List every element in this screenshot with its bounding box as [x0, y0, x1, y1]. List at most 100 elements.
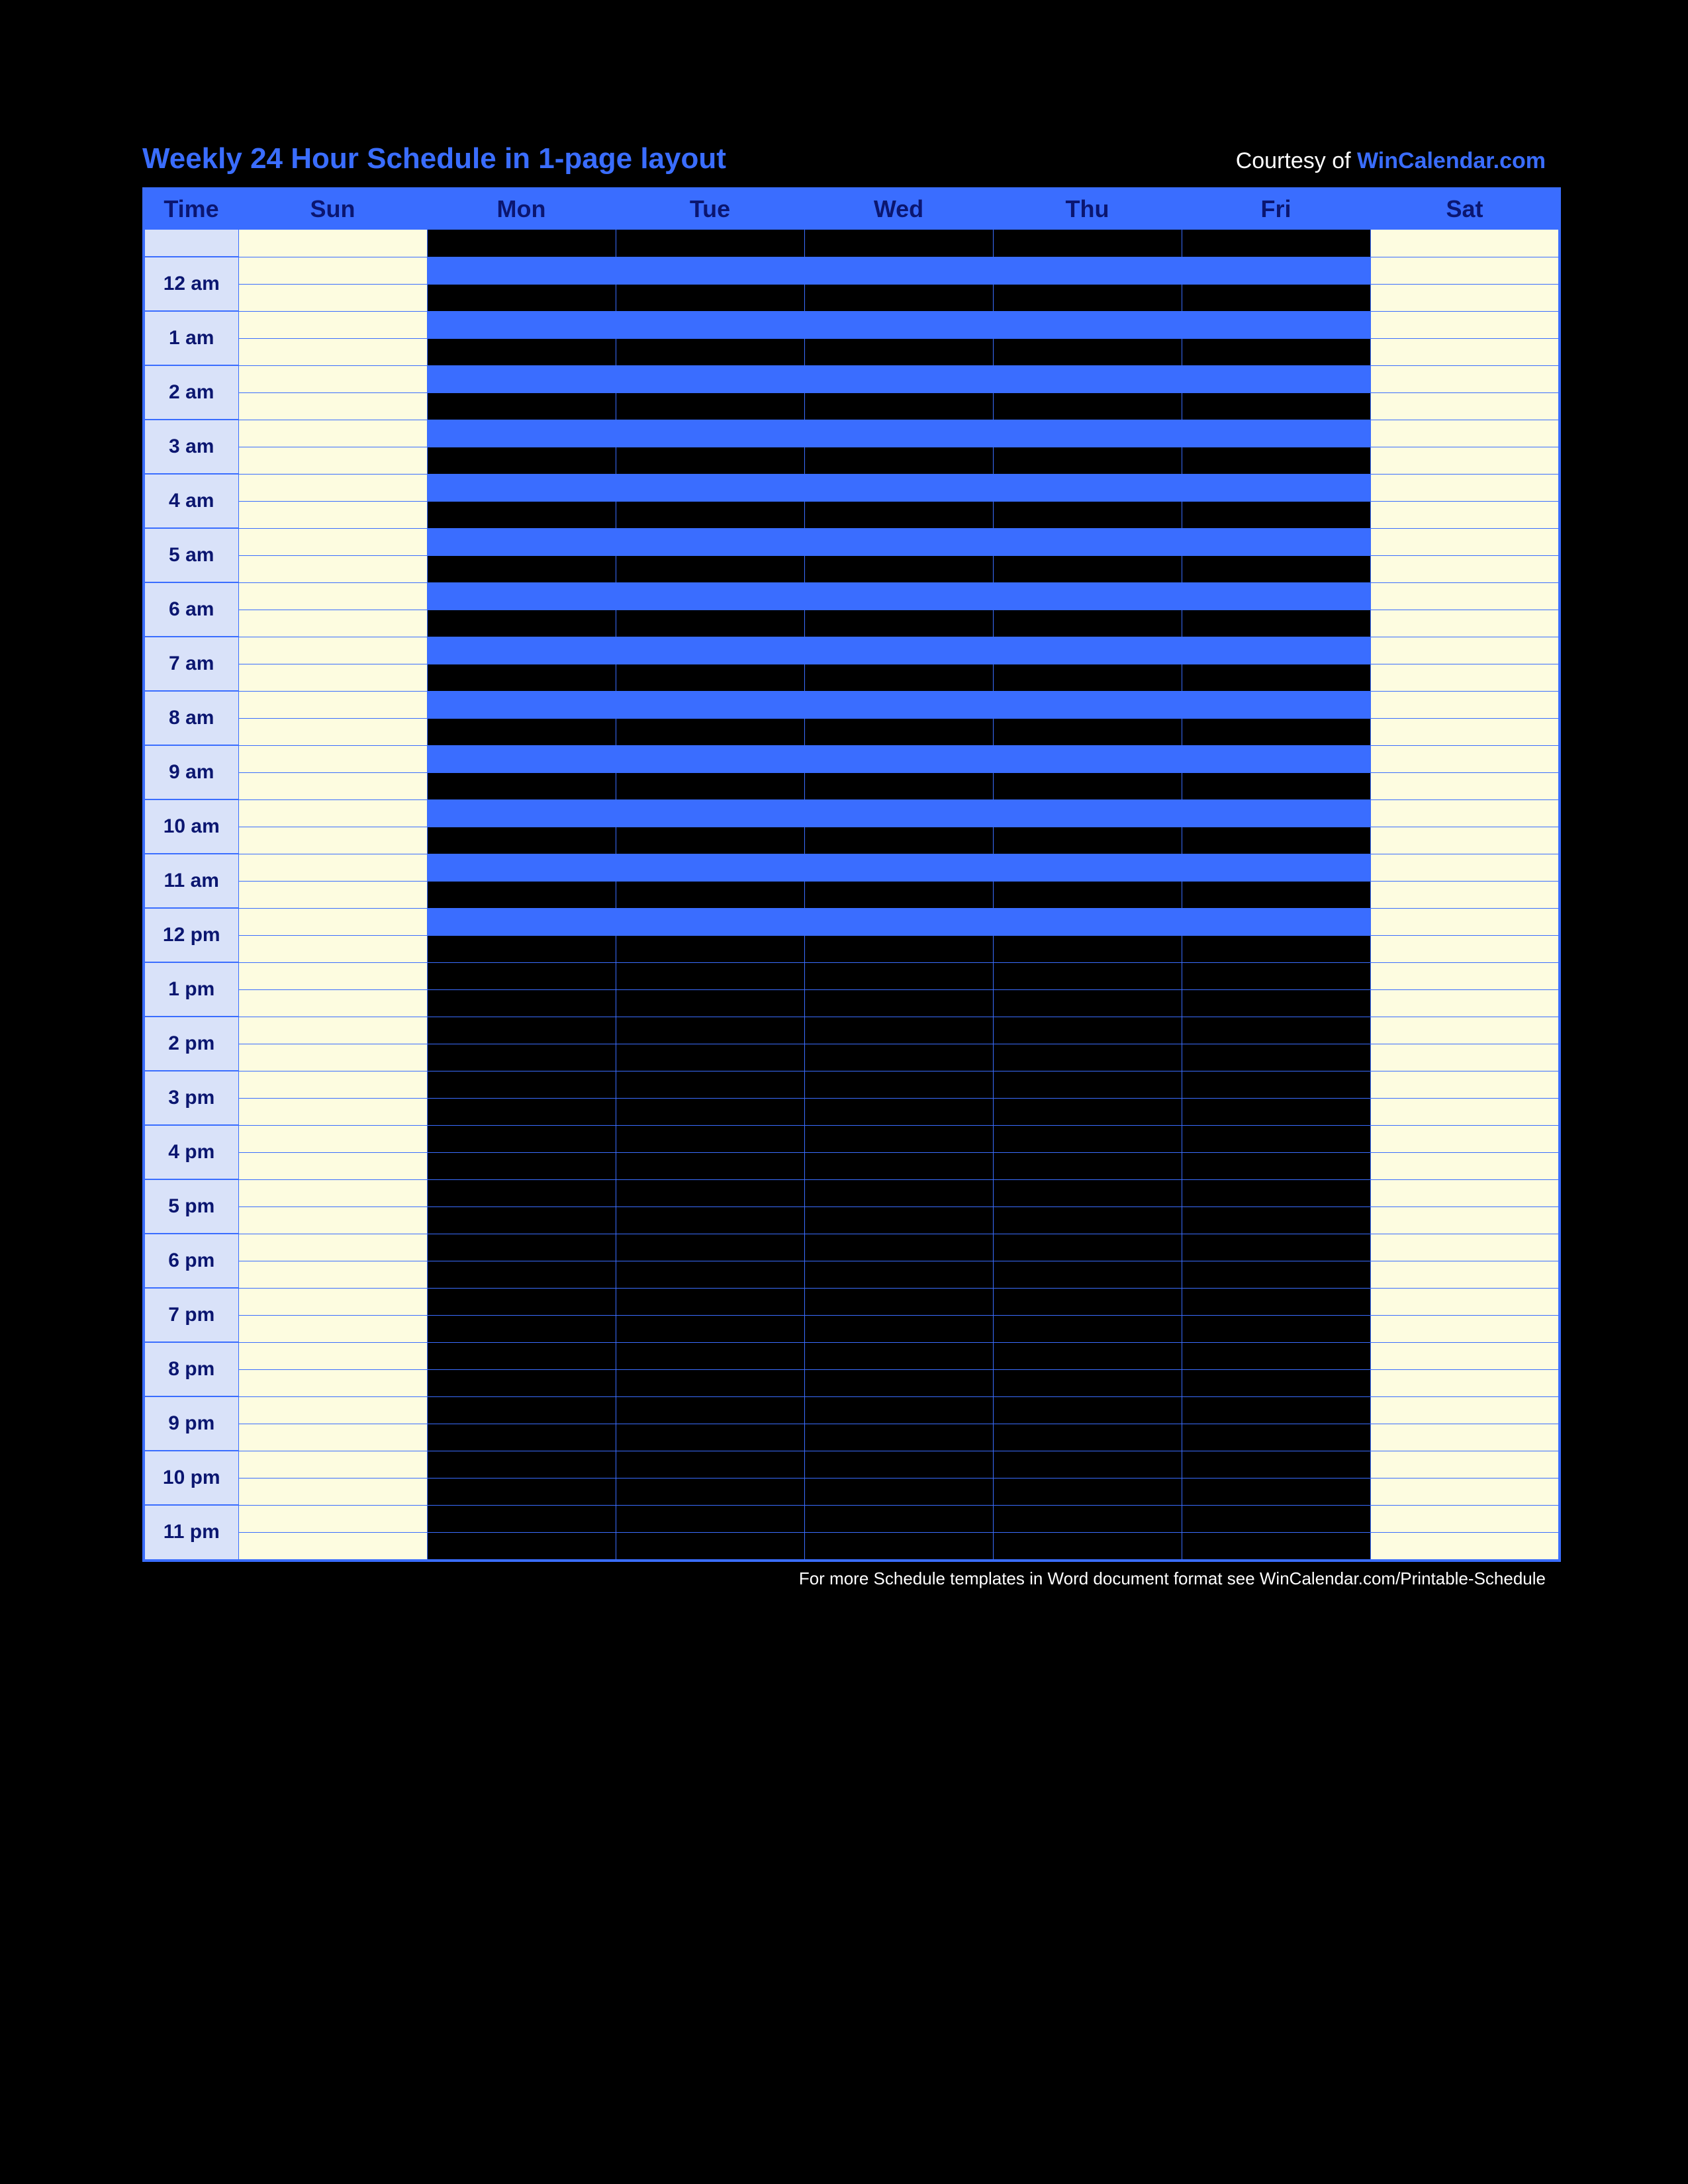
cell[interactable] [616, 420, 804, 447]
cell[interactable] [616, 365, 804, 392]
cell[interactable] [427, 664, 616, 691]
cell[interactable] [616, 772, 804, 799]
cell[interactable] [616, 1125, 804, 1152]
cell[interactable] [427, 772, 616, 799]
cell[interactable] [1182, 447, 1370, 474]
cell[interactable] [1182, 1261, 1370, 1288]
cell[interactable] [616, 718, 804, 745]
cell[interactable] [1182, 311, 1370, 338]
cell[interactable] [238, 1315, 427, 1342]
cell[interactable] [993, 1288, 1182, 1315]
cell[interactable] [1370, 1342, 1560, 1369]
cell[interactable] [616, 1234, 804, 1261]
cell[interactable] [804, 257, 993, 284]
cell[interactable] [238, 501, 427, 528]
cell[interactable] [993, 528, 1182, 555]
cell[interactable] [427, 1396, 616, 1424]
cell[interactable] [427, 474, 616, 501]
cell[interactable] [804, 1478, 993, 1505]
cell[interactable] [1182, 257, 1370, 284]
cell[interactable] [427, 447, 616, 474]
cell[interactable] [993, 637, 1182, 664]
cell[interactable] [993, 854, 1182, 881]
cell[interactable] [1370, 664, 1560, 691]
cell[interactable] [1370, 1396, 1560, 1424]
cell[interactable] [427, 420, 616, 447]
cell[interactable] [427, 1315, 616, 1342]
cell[interactable] [427, 365, 616, 392]
cell[interactable] [1182, 962, 1370, 989]
cell[interactable] [993, 1017, 1182, 1044]
cell[interactable] [238, 555, 427, 582]
cell[interactable] [993, 962, 1182, 989]
cell[interactable] [993, 1125, 1182, 1152]
cell[interactable] [993, 1071, 1182, 1098]
cell[interactable] [1182, 474, 1370, 501]
cell[interactable] [238, 1234, 427, 1261]
cell[interactable] [427, 827, 616, 854]
cell[interactable] [238, 1098, 427, 1125]
cell[interactable] [1370, 229, 1560, 257]
cell[interactable] [1182, 989, 1370, 1017]
cell[interactable] [1370, 1478, 1560, 1505]
cell[interactable] [427, 582, 616, 610]
cell[interactable] [427, 691, 616, 718]
cell[interactable] [616, 854, 804, 881]
cell[interactable] [1370, 935, 1560, 962]
cell[interactable] [993, 1261, 1182, 1288]
cell[interactable] [804, 610, 993, 637]
cell[interactable] [1182, 745, 1370, 772]
cell[interactable] [427, 637, 616, 664]
cell[interactable] [616, 311, 804, 338]
cell[interactable] [427, 989, 616, 1017]
cell[interactable] [1182, 338, 1370, 365]
cell[interactable] [1370, 338, 1560, 365]
cell[interactable] [616, 1152, 804, 1179]
cell[interactable] [1370, 637, 1560, 664]
cell[interactable] [1370, 1451, 1560, 1478]
cell[interactable] [238, 610, 427, 637]
cell[interactable] [427, 1342, 616, 1369]
cell[interactable] [1182, 1017, 1370, 1044]
cell[interactable] [804, 582, 993, 610]
cell[interactable] [1370, 1098, 1560, 1125]
cell[interactable] [804, 501, 993, 528]
cell[interactable] [1370, 772, 1560, 799]
cell[interactable] [238, 799, 427, 827]
cell[interactable] [993, 229, 1182, 257]
cell[interactable] [238, 1179, 427, 1206]
cell[interactable] [616, 691, 804, 718]
cell[interactable] [616, 1288, 804, 1315]
cell[interactable] [993, 1396, 1182, 1424]
cell[interactable] [804, 528, 993, 555]
cell[interactable] [804, 1396, 993, 1424]
cell[interactable] [804, 881, 993, 908]
cell[interactable] [238, 935, 427, 962]
cell[interactable] [427, 257, 616, 284]
cell[interactable] [238, 338, 427, 365]
cell[interactable] [427, 799, 616, 827]
cell[interactable] [804, 637, 993, 664]
cell[interactable] [616, 1505, 804, 1532]
cell[interactable] [238, 284, 427, 311]
cell[interactable] [238, 1044, 427, 1071]
cell[interactable] [238, 1288, 427, 1315]
cell[interactable] [1370, 284, 1560, 311]
cell[interactable] [1182, 881, 1370, 908]
courtesy-link[interactable]: WinCalendar.com [1357, 148, 1546, 173]
cell[interactable] [993, 799, 1182, 827]
cell[interactable] [616, 257, 804, 284]
cell[interactable] [1370, 881, 1560, 908]
cell[interactable] [993, 1206, 1182, 1234]
cell[interactable] [1370, 528, 1560, 555]
cell[interactable] [616, 229, 804, 257]
cell[interactable] [238, 854, 427, 881]
cell[interactable] [993, 392, 1182, 420]
cell[interactable] [993, 582, 1182, 610]
cell[interactable] [427, 854, 616, 881]
cell[interactable] [1182, 420, 1370, 447]
cell[interactable] [993, 257, 1182, 284]
cell[interactable] [1370, 1261, 1560, 1288]
cell[interactable] [804, 1098, 993, 1125]
cell[interactable] [1370, 908, 1560, 935]
